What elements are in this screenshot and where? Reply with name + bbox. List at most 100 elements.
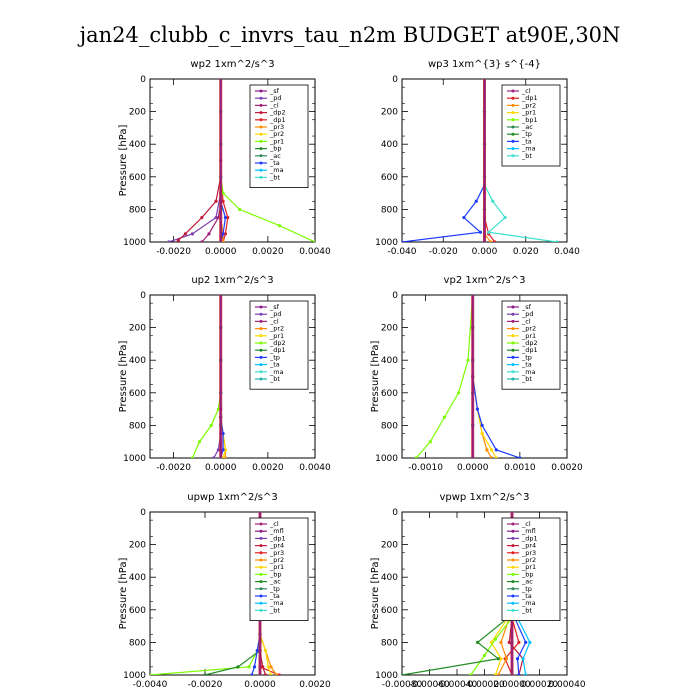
series-point-ta (221, 232, 225, 236)
y-tick-label: 800 (129, 638, 146, 648)
legend-marker (511, 522, 515, 526)
legend-label: _cl (521, 317, 531, 325)
series-point-ta (402, 240, 404, 242)
series-point-ta (255, 648, 259, 653)
y-axis-label: Pressure [hPa] (370, 341, 381, 413)
series-point-bp (247, 665, 251, 669)
series-point-bt (487, 230, 491, 234)
legend-marker (511, 587, 515, 591)
series-point-ac (496, 657, 500, 661)
legend-marker (259, 125, 263, 129)
legend-marker (259, 608, 263, 612)
legend-label: _ta (269, 159, 280, 167)
legend-label: _pr2 (269, 130, 284, 138)
series-point-pr1 (480, 431, 484, 436)
legend-label: _dp2 (521, 339, 538, 347)
legend-label: _tp (269, 585, 280, 593)
series-point-ta (474, 199, 478, 203)
series-point-ta (462, 215, 466, 220)
series-point-tp (518, 456, 522, 458)
series-point-dp1 (493, 240, 497, 242)
legend-marker (259, 161, 263, 165)
legend-label: _ma (521, 368, 536, 376)
legend-marker (511, 565, 515, 569)
legend-label: _tp (521, 585, 532, 593)
series-point-pr2 (489, 240, 493, 242)
x-tick-label: -0.00040 (437, 680, 478, 690)
series-point-dp2 (176, 238, 180, 242)
series-group (402, 79, 559, 242)
legend-label: _tp (521, 130, 532, 138)
series-point-ta (524, 640, 528, 645)
y-tick-label: 800 (381, 638, 398, 648)
series-point-pd (212, 456, 216, 458)
legend: _sf_pd_cl_dp2_dp1_pr3_pr2_pr1_bp_ac_ta_m… (249, 84, 309, 188)
legend-label: _ac (269, 152, 281, 160)
series-point-ac (402, 673, 404, 675)
series-point-pr1 (499, 657, 503, 661)
series-point-dp2 (200, 215, 204, 220)
legend-label: _pr2 (521, 101, 536, 109)
series-point-ac (236, 665, 240, 669)
legend-label: _pd (269, 310, 282, 318)
series-point-ma (521, 657, 525, 661)
legend-label: _mfl (521, 527, 536, 535)
y-tick-label: 0 (392, 508, 398, 518)
legend-marker (259, 544, 263, 548)
series-point-dp2 (197, 440, 202, 444)
y-tick-label: 200 (129, 324, 146, 334)
legend-marker (511, 601, 515, 605)
legend-label: _pd (269, 94, 282, 102)
series-point-bt (555, 240, 559, 242)
legend-marker (511, 89, 515, 93)
legend-marker (511, 551, 515, 555)
x-tick-label: 0.0000 (205, 463, 237, 473)
legend-label: _pr3 (269, 123, 284, 131)
x-tick-label: 0.0020 (252, 247, 284, 257)
legend-marker (259, 551, 263, 555)
legend-marker (259, 305, 263, 309)
series-line-pr1 (472, 295, 497, 458)
y-tick-label: 200 (381, 324, 398, 334)
y-tick-label: 600 (129, 389, 146, 399)
series-point-dp2 (456, 391, 461, 395)
legend-label: _bt (521, 152, 532, 160)
y-tick-label: 1000 (123, 238, 146, 248)
legend-label: _ma (269, 368, 284, 376)
legend-marker (511, 118, 515, 122)
legend-label: _pr2 (269, 556, 284, 564)
legend-marker (511, 536, 515, 540)
legend-label: _ma (521, 599, 536, 607)
series-line-dp2 (191, 295, 222, 458)
legend-label: _pr1 (269, 332, 284, 340)
legend-marker (511, 154, 515, 158)
legend-marker (259, 565, 263, 569)
series-point-pr4 (263, 673, 268, 675)
y-tick-label: 600 (129, 173, 146, 183)
legend-label: _ac (521, 578, 533, 586)
series-point-pr3 (277, 673, 281, 675)
series-point-tp (221, 431, 225, 436)
y-tick-label: 1000 (375, 238, 398, 248)
series-point-pr1 (313, 240, 315, 242)
series-point-pd (214, 215, 218, 220)
legend-label: _dp1 (269, 534, 286, 542)
legend-label: _bp (269, 570, 282, 578)
y-tick-label: 1000 (123, 454, 146, 464)
legend-label: _pr3 (521, 549, 536, 557)
series-point-pr2 (269, 665, 273, 669)
legend-marker (511, 319, 515, 323)
y-tick-label: 400 (381, 356, 398, 366)
series-point-pr1 (489, 448, 494, 452)
y-tick-label: 200 (381, 108, 398, 118)
legend-label: _ma (269, 166, 284, 174)
legend-label: _pr2 (269, 325, 284, 333)
series-point-pr1 (263, 648, 268, 653)
x-tick-label: -0.040 (387, 247, 416, 257)
series-point-dp2 (214, 199, 218, 203)
panel-title: vp2 1xm^2/s^3 (444, 275, 526, 286)
legend-marker (511, 341, 515, 345)
legend-marker (259, 111, 263, 115)
series-point-ta (252, 665, 257, 669)
legend-label: _pr4 (521, 542, 536, 550)
